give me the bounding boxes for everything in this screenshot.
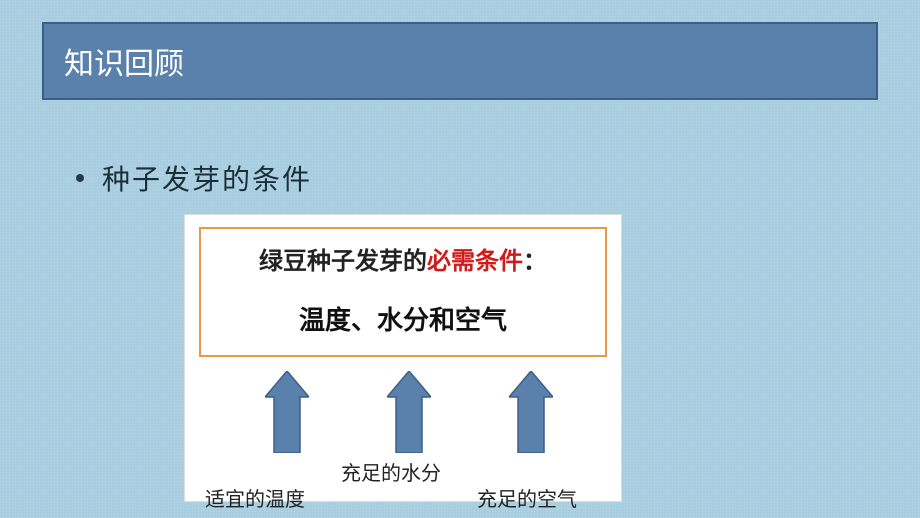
conditions-list: 温度、水分和空气: [209, 300, 597, 337]
label-temperature: 适宜的温度: [205, 483, 305, 512]
label-air: 充足的空气: [477, 483, 577, 512]
conditions-title-prefix: 绿豆种子发芽的: [259, 249, 427, 275]
arrow-water-icon: [387, 371, 431, 453]
header-bar: 知识回顾: [42, 22, 878, 100]
conditions-title-suffix: ：: [523, 249, 547, 275]
header-title: 知识回顾: [64, 39, 184, 83]
bullet-text: 种子发芽的条件: [102, 158, 312, 198]
arrows-row: [199, 363, 607, 453]
conditions-title-highlight: 必需条件: [427, 249, 523, 275]
labels-row: 适宜的温度 充足的水分 充足的空气: [199, 453, 607, 511]
arrow-temperature-icon: [265, 371, 309, 453]
bullet-item: 种子发芽的条件: [76, 158, 312, 198]
conditions-box: 绿豆种子发芽的必需条件： 温度、水分和空气: [199, 227, 607, 357]
conditions-title: 绿豆种子发芽的必需条件：: [209, 241, 597, 276]
bullet-dot-icon: [76, 174, 84, 182]
label-water: 充足的水分: [341, 457, 441, 486]
arrow-air-icon: [509, 371, 553, 453]
conditions-diagram: 绿豆种子发芽的必需条件： 温度、水分和空气 适宜的温度 充足的水分 充足的空气: [184, 214, 622, 502]
